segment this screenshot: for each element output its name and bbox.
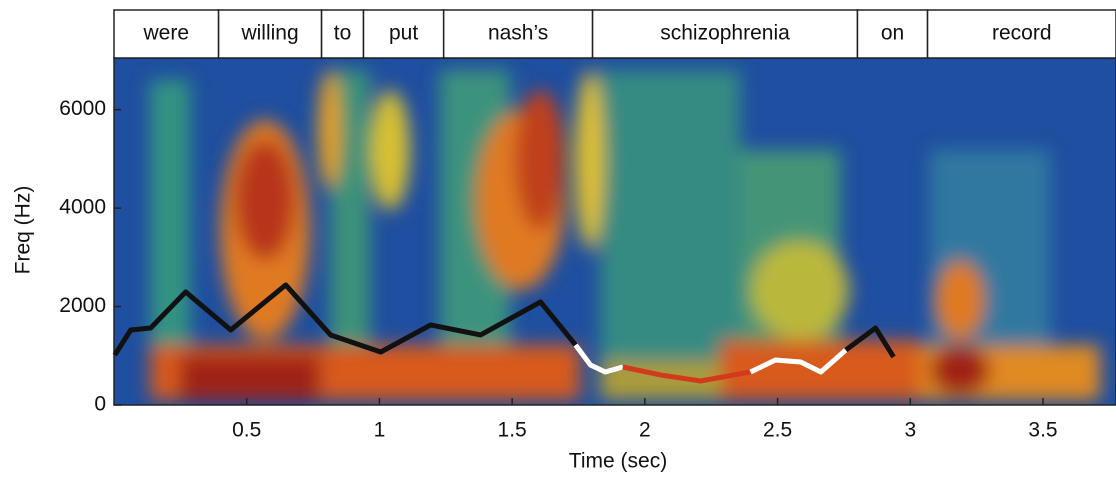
word-box [362, 9, 445, 59]
pitch-track [749, 348, 848, 375]
x-tick-label: 2 [639, 419, 651, 442]
word-label: were [143, 22, 190, 45]
x-tick-label: 2.5 [763, 419, 792, 442]
word-label: on [881, 22, 904, 45]
y-tick-label: 0 [94, 393, 106, 416]
word-box [591, 9, 859, 59]
y-tick-label: 2000 [59, 294, 106, 317]
pitch-track [622, 364, 751, 384]
word-box [217, 9, 323, 59]
spectrogram-image [114, 58, 1116, 405]
x-tick-label: 1 [374, 419, 386, 442]
word-label: schizophrenia [660, 22, 790, 45]
word-box [926, 9, 1116, 59]
y-tick-label: 6000 [59, 97, 106, 120]
word-box [442, 9, 594, 59]
word-label: willing [240, 22, 298, 45]
pitch-track [112, 282, 578, 357]
x-tick-label: 0.5 [232, 419, 261, 442]
word-label: put [389, 22, 418, 45]
word-box [113, 9, 220, 59]
y-tick-label: 4000 [59, 196, 106, 219]
x-axis-label: Time (sec) [569, 450, 667, 473]
word-label: record [992, 22, 1052, 45]
word-label: nash’s [488, 22, 548, 45]
x-tick-label: 3.5 [1028, 419, 1057, 442]
word-box [856, 9, 929, 59]
word-label: to [334, 22, 352, 45]
pitch-track [844, 325, 896, 359]
x-tick-label: 1.5 [498, 419, 527, 442]
pitch-track [573, 343, 624, 375]
x-tick-label: 3 [904, 419, 916, 442]
y-axis-label: Freq (Hz) [12, 186, 35, 275]
